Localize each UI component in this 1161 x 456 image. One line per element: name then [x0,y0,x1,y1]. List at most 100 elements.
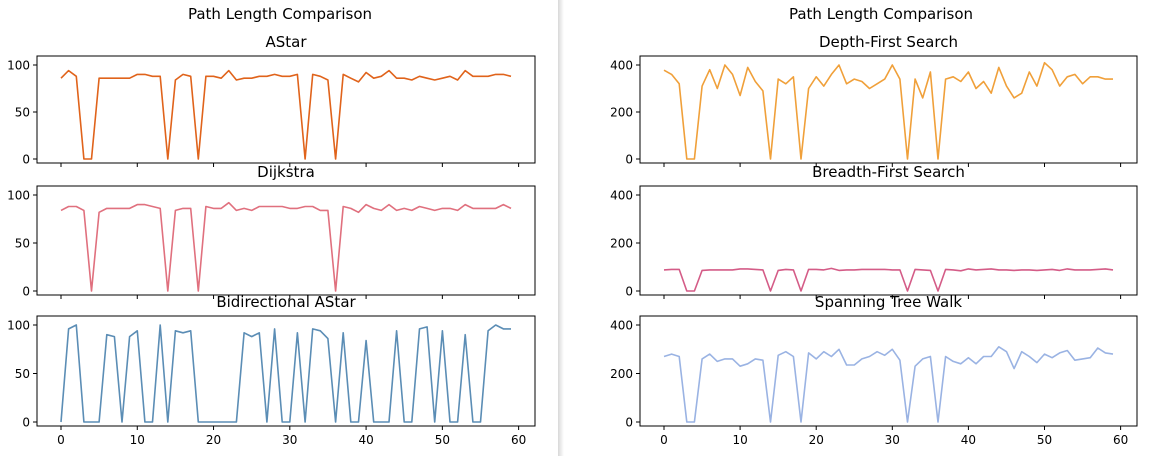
breadth-first-search-data-point [793,269,795,271]
spanning-tree-walk-data-point [808,352,810,354]
dijkstra-data-point [228,202,230,204]
depth-first-search-data-point [907,158,909,160]
dijkstra-data-point [297,208,299,210]
bidirectional-astar-data-point [144,421,146,423]
dijkstra-data-point [495,208,497,210]
astar-data-point [503,74,505,76]
astar-data-point [320,75,322,77]
astar-data-point [266,75,268,77]
breadth-first-search-data-point [686,290,688,292]
spanning-tree-walk-data-point [861,358,863,360]
spanning-tree-walk-data-point [838,348,840,350]
bidirectional-astar-data-point [228,421,230,423]
astar-data-point [350,77,352,79]
breadth-first-search-data-point [770,290,772,292]
dijkstra-data-point [442,208,444,210]
breadth-first-search-data-point [907,290,909,292]
spanning-tree-walk-data-point [716,361,718,363]
depth-first-search-data-point [1097,76,1099,78]
spanning-tree-walk-xtick-label: 40 [961,433,976,447]
spanning-tree-walk-xtick-label: 0 [660,433,668,447]
bidirectional-astar-data-point [167,421,169,423]
dijkstra-data-point [457,210,459,212]
breadth-first-search-data-point [968,268,970,270]
breadth-first-search-data-point [701,270,703,272]
spanning-tree-walk-data-point [998,346,1000,348]
depth-first-search-data-point [1036,85,1038,87]
figure-title-right: Path Length Comparison [788,5,974,23]
spanning-tree-walk-data-point [869,356,871,358]
astar-data-point [388,70,390,72]
astar-data-point [106,77,108,79]
dijkstra-data-point [403,208,405,210]
dijkstra-data-point [327,210,329,212]
depth-first-search-ytick-label: 0 [625,153,633,167]
astar-data-point [434,79,436,81]
spanning-tree-walk-data-point [823,351,825,353]
bidirectional-astar-data-point [243,332,245,334]
astar-data-point [182,74,184,76]
breadth-first-search-data-point [808,269,810,271]
depth-first-search-data-point [945,78,947,80]
bidirectional-astar-data-point [388,421,390,423]
astar-data-point [312,74,314,76]
bidirectional-astar-data-point [373,421,375,423]
bidirectional-astar-data-point [358,421,360,423]
spanning-tree-walk-data-point [762,359,764,361]
breadth-first-search-data-point [975,269,977,271]
dijkstra-ytick-label: 0 [22,285,30,299]
spanning-tree-walk-data-point [960,363,962,365]
bidirectional-astar-data-point [251,336,253,338]
astar-data-point [175,79,177,81]
spanning-tree-walk-data-point [937,421,939,423]
dijkstra-data-point [426,208,428,210]
dijkstra-data-point [503,204,505,206]
dijkstra-data-point [464,204,466,206]
breadth-first-search-data-point [1074,269,1076,271]
breadth-first-search-data-point [732,269,734,271]
depth-first-search-data-point [861,81,863,83]
breadth-first-search-data-point [1013,270,1015,272]
breadth-first-search-data-point [945,269,947,271]
spanning-tree-walk-data-point [892,348,894,350]
astar-data-point [236,79,238,81]
breadth-first-search-series-line [663,267,1114,292]
bidirectional-astar-data-point [442,330,444,332]
bidirectional-astar-ytick-label: 0 [22,416,30,430]
dijkstra-data-point [358,211,360,213]
breadth-first-search-data-point [1044,269,1046,271]
depth-first-search-data-point [762,90,764,92]
spanning-tree-walk-axes-frame [639,315,1138,427]
depth-first-search-data-point [755,81,757,83]
breadth-first-search-data-point [747,268,749,270]
spanning-tree-walk-data-point [945,356,947,358]
breadth-first-search-data-point [1021,269,1023,271]
astar-data-point [297,74,299,76]
breadth-first-search-data-point [937,290,939,292]
spanning-tree-walk-data-point [1036,362,1038,364]
bidirectional-astar-ytick-label: 50 [15,367,30,381]
dijkstra-data-point [350,208,352,210]
spanning-tree-walk-data-point [724,358,726,360]
spanning-tree-walk-data-point [831,356,833,358]
dijkstra-data-point [487,208,489,210]
depth-first-search-data-point [846,83,848,85]
dijkstra-data-point [396,210,398,212]
bidirectional-astar-data-point [320,330,322,332]
depth-first-search-data-point [671,74,673,76]
dijkstra-data-point [136,204,138,206]
spanning-tree-walk-data-point [678,356,680,358]
bidirectional-astar-data-point [197,421,199,423]
astar-data-point [449,75,451,77]
dijkstra-ytick-label: 100 [7,189,30,203]
dijkstra-data-point [274,206,276,208]
breadth-first-search-data-point [1067,268,1069,270]
bidirectional-astar-xtick-label: 50 [435,433,450,447]
breadth-first-search-data-point [846,269,848,271]
bidirectional-astar-data-point [75,324,77,326]
spanning-tree-walk-data-point [1059,352,1061,354]
astar-data-point [426,77,428,79]
bidirectional-astar-subplot-title: Bidirectional AStar [216,293,356,311]
bidirectional-astar-xtick-label: 40 [358,433,373,447]
dijkstra-data-point [114,208,116,210]
